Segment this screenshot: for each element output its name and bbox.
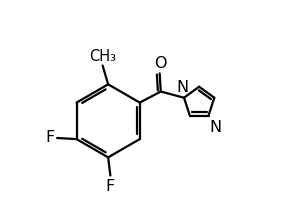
Text: F: F	[106, 179, 115, 194]
Text: CH₃: CH₃	[89, 49, 116, 64]
Text: O: O	[154, 56, 167, 71]
Text: N: N	[177, 80, 189, 95]
Text: F: F	[45, 131, 54, 146]
Text: N: N	[210, 120, 222, 135]
